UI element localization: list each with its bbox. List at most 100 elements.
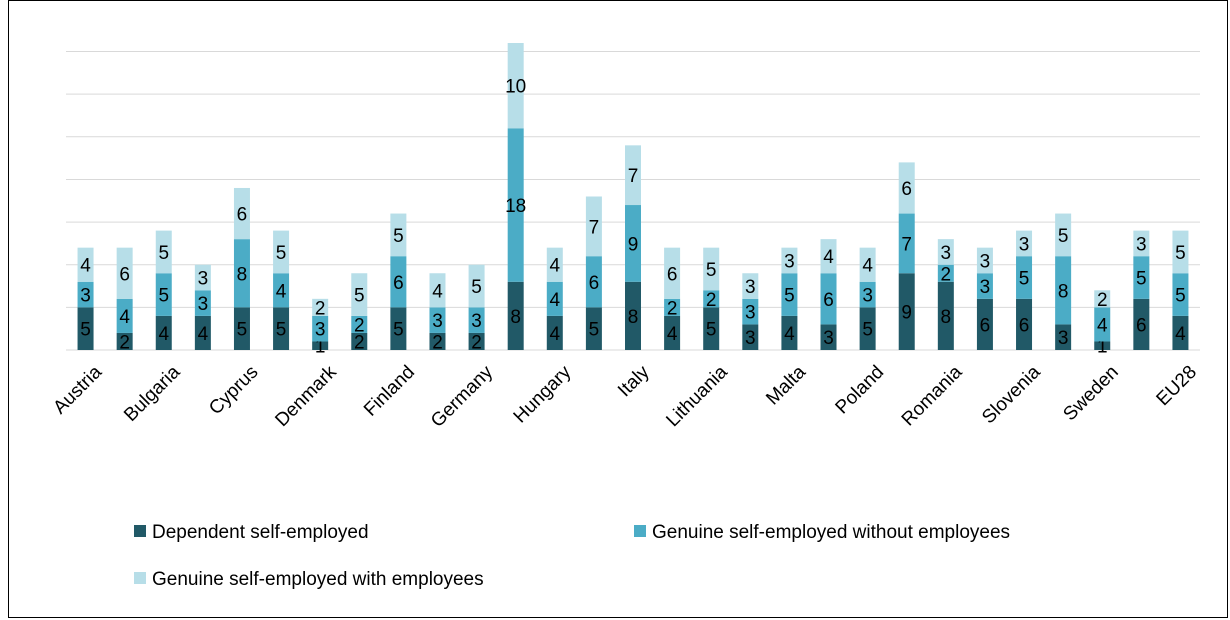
data-label: 4 [119, 307, 130, 328]
bar-segment [351, 332, 368, 350]
bar-segment [585, 307, 602, 350]
data-label: 10 [505, 77, 526, 98]
data-label: 3 [823, 328, 834, 349]
data-label: 4 [550, 256, 561, 277]
data-label: 5 [784, 286, 795, 307]
bar-segment [546, 315, 563, 350]
bar-segment [1016, 230, 1033, 257]
bar-segment [781, 273, 798, 316]
x-tick-label: EU28 [1153, 362, 1201, 410]
data-label: 6 [1136, 315, 1147, 336]
data-label: 3 [745, 328, 756, 349]
data-label: 3 [980, 251, 991, 272]
bar-segment [742, 298, 759, 325]
data-label: 3 [471, 311, 482, 332]
bar-segment [625, 145, 641, 206]
bar-segment [155, 230, 172, 274]
bar-segment [312, 298, 329, 316]
bar-segment [390, 213, 407, 257]
data-label: 3 [745, 277, 756, 298]
data-label: 4 [198, 324, 209, 345]
data-label: 2 [315, 298, 326, 319]
bar-segment [390, 256, 407, 308]
data-label: 5 [1058, 226, 1069, 247]
bar-segment [1172, 230, 1189, 274]
bar-segment [820, 239, 837, 274]
bar-segment [312, 315, 329, 342]
data-label: 2 [1097, 290, 1108, 311]
data-label: 3 [980, 277, 991, 298]
data-label: 6 [1019, 315, 1030, 336]
data-label: 8 [628, 307, 639, 328]
bar-segment [194, 315, 211, 350]
bar-segment [1133, 230, 1150, 257]
bar-segment [898, 273, 915, 350]
bar-segment [625, 205, 641, 282]
data-label: 4 [158, 324, 169, 345]
bar-segment [585, 256, 602, 308]
bar-segment [1094, 341, 1111, 350]
data-label: 3 [941, 243, 952, 264]
data-label: 5 [393, 320, 404, 341]
bar-segment [233, 307, 250, 350]
x-tick-label: Hungary [510, 361, 576, 427]
bar-segment [1016, 256, 1033, 299]
x-tick-label: Malta [762, 361, 810, 409]
data-label: 7 [901, 234, 912, 255]
data-label: 4 [667, 324, 678, 345]
bar-segment [546, 247, 563, 282]
bar-segment [429, 332, 446, 350]
data-label: 18 [505, 196, 526, 217]
x-tick-label: Poland [832, 362, 889, 419]
data-label: 5 [80, 320, 91, 341]
bar-segment [507, 281, 524, 350]
data-label: 9 [628, 234, 639, 255]
legend-swatch [634, 525, 646, 537]
data-label: 1 [315, 337, 326, 358]
data-label: 5 [354, 286, 365, 307]
x-tick-label: Italy [614, 361, 654, 401]
data-label: 8 [510, 307, 521, 328]
data-label: 5 [276, 243, 287, 264]
bar-segment [742, 324, 759, 350]
bar-segment [546, 281, 563, 316]
bar-segment [312, 341, 329, 350]
data-label: 7 [589, 217, 600, 238]
bar-segment [273, 230, 290, 274]
bar-segment [351, 273, 368, 316]
data-label: 4 [784, 324, 795, 345]
bar-segment [194, 290, 211, 316]
data-label: 4 [550, 324, 561, 345]
bar-segment [898, 213, 915, 274]
bar-segment [859, 307, 876, 350]
data-label: 5 [471, 277, 482, 298]
data-label: 6 [980, 315, 991, 336]
data-label: 4 [823, 247, 834, 268]
x-tick-label: Bulgaria [120, 361, 184, 425]
data-label: 2 [667, 298, 678, 319]
data-label: 5 [862, 320, 873, 341]
data-label: 3 [862, 286, 873, 307]
data-label: 5 [276, 320, 287, 341]
bar-segment [273, 273, 290, 308]
data-label: 3 [80, 286, 91, 307]
data-label: 6 [393, 273, 404, 294]
data-label: 2 [354, 332, 365, 353]
bar-segment [155, 315, 172, 350]
data-label: 5 [1175, 286, 1186, 307]
bar-segment [1055, 256, 1072, 325]
data-label: 4 [862, 256, 873, 277]
data-label: 5 [158, 286, 169, 307]
data-label: 1 [1097, 337, 1108, 358]
data-label: 2 [119, 332, 130, 353]
data-label: 2 [941, 264, 952, 285]
bar-segment [1172, 315, 1189, 350]
data-label: 5 [158, 243, 169, 264]
x-tick-label: Lithuania [662, 361, 732, 431]
bar-segment [937, 239, 954, 265]
data-label: 4 [80, 256, 91, 277]
data-label: 6 [823, 290, 834, 311]
x-tick-label: Germany [427, 361, 497, 431]
data-label: 8 [1058, 281, 1069, 302]
bar-segment [194, 264, 211, 291]
